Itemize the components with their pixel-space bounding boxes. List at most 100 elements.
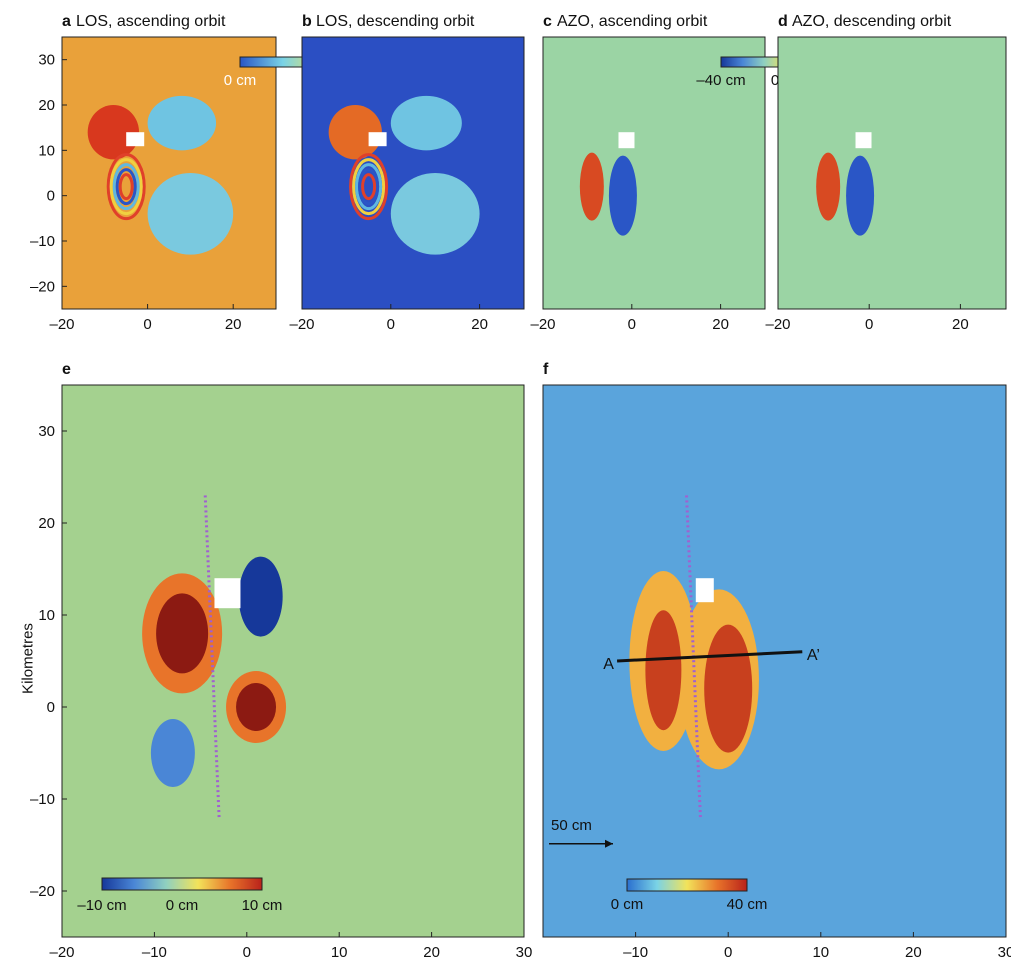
- fringe-a: [106, 153, 146, 221]
- colorbar-label: –10 cm: [77, 897, 126, 914]
- lobe-e: [238, 556, 283, 637]
- panel-label: c: [543, 13, 552, 30]
- x-tick-label: –20: [530, 316, 555, 333]
- x-tick-label: 0: [628, 316, 636, 333]
- plot-area-b: [302, 37, 524, 309]
- fringe-b: [349, 153, 389, 221]
- panel-b: –20 0 20 b LOS, descending orbit: [289, 13, 525, 333]
- panel-title: LOS, ascending orbit: [76, 13, 226, 30]
- panel-d: –20 0 20 d AZO, descending orbit: [765, 13, 1007, 333]
- colorbar-label: 40 cm: [727, 896, 768, 913]
- lobe-f: [704, 624, 753, 753]
- panel-label: e: [62, 361, 71, 378]
- panel-label: f: [543, 361, 549, 378]
- lobe-d: [846, 155, 875, 236]
- panel-label: a: [62, 13, 71, 30]
- lobe-e: [156, 593, 209, 674]
- x-tick-label: –20: [765, 316, 790, 333]
- data-gap-e: [214, 578, 241, 609]
- x-tick-label: 20: [225, 316, 242, 333]
- colorbar-label: 10 cm: [242, 897, 283, 914]
- colorbar-label: 0 cm: [611, 896, 644, 913]
- fringe-b: [352, 158, 386, 216]
- x-tick-label: 20: [471, 316, 488, 333]
- fringe-b: [358, 168, 380, 206]
- field-c: [543, 37, 765, 309]
- x-tick-label: 20: [905, 944, 922, 961]
- y-tick-label: –10: [30, 233, 55, 250]
- y-tick-label: 10: [38, 607, 55, 624]
- x-tick-label: 0: [724, 944, 732, 961]
- x-tick-label: –10: [142, 944, 167, 961]
- colorbar-f: [626, 878, 748, 892]
- lobe-a: [147, 173, 234, 255]
- fringe-a: [109, 158, 143, 216]
- fringe-b: [361, 173, 377, 201]
- axes-frame-d: [777, 36, 1007, 310]
- fringe-b: [355, 163, 383, 211]
- x-tick-label: 30: [998, 944, 1011, 961]
- x-tick-label: 30: [516, 944, 533, 961]
- colorbar-label: 0 cm: [166, 897, 199, 914]
- colorbar-label: 0: [771, 72, 779, 89]
- x-tick-label: –20: [49, 944, 74, 961]
- panel-title: AZO, ascending orbit: [557, 13, 708, 30]
- plot-area-a: [62, 37, 276, 309]
- data-gap-a: [126, 132, 145, 147]
- panel-e: –20 –10 0 10 20 30 30 20 10 0 –10 –20 e –10 cm 0 cm 10 …: [30, 361, 532, 961]
- lobe-b: [328, 105, 382, 160]
- y-tick-label: 20: [38, 515, 55, 532]
- plot-area-c: [543, 37, 765, 309]
- x-tick-label: –20: [49, 316, 74, 333]
- x-tick-label: 0: [387, 316, 395, 333]
- y-axis-label: Kilometres: [19, 623, 37, 694]
- x-tick-label: 20: [952, 316, 969, 333]
- x-tick-label: 10: [331, 944, 348, 961]
- y-tick-label: –10: [30, 791, 55, 808]
- profile-line-f: [617, 650, 803, 663]
- lobe-f: [645, 610, 682, 731]
- x-tick-label: 0: [865, 316, 873, 333]
- colorbar-label: 0 cm: [224, 72, 257, 89]
- field-a: [62, 37, 276, 309]
- x-tick-label: 20: [423, 944, 440, 961]
- panel-f: –10 0 10 20 30 f 0 cm 40 cm A A’ 50 cm: [542, 361, 1011, 961]
- data-gap-b: [368, 132, 387, 147]
- panel-label: d: [778, 13, 788, 30]
- x-tick-label: –10: [623, 944, 648, 961]
- field-e: [62, 385, 524, 937]
- lobe-c: [608, 155, 637, 236]
- x-tick-label: 0: [143, 316, 151, 333]
- fringe-a: [115, 168, 137, 206]
- y-tick-label: 0: [47, 699, 55, 716]
- axes-frame-e: [61, 384, 525, 938]
- panel-title: AZO, descending orbit: [792, 13, 952, 30]
- lobe-e: [236, 683, 277, 731]
- y-tick-label: 30: [38, 423, 55, 440]
- y-tick-label: –20: [30, 278, 55, 295]
- lobe-e: [150, 719, 195, 787]
- panel-label: b: [302, 13, 312, 30]
- x-tick-label: 10: [812, 944, 829, 961]
- colorbar-label: –40 cm: [696, 72, 745, 89]
- axes-frame-f: [542, 384, 1007, 938]
- field-b: [302, 37, 524, 309]
- lobe-b: [390, 95, 462, 151]
- plot-area-e: [62, 385, 524, 937]
- arrow-scale-label: 50 cm: [551, 817, 592, 834]
- lobe-b: [390, 173, 480, 255]
- data-gap-d: [855, 132, 872, 149]
- fringe-a: [118, 173, 134, 201]
- y-tick-label: –20: [30, 883, 55, 900]
- axes-frame-a: [61, 36, 277, 310]
- axes-frame-c: [542, 36, 766, 310]
- x-tick-label: 20: [712, 316, 729, 333]
- profile-label-start: A: [603, 656, 614, 673]
- y-tick-label: 10: [38, 142, 55, 159]
- lobe-d: [816, 152, 841, 221]
- y-tick-label: 20: [38, 97, 55, 114]
- plot-area-d: [778, 37, 1006, 309]
- field-d: [778, 37, 1006, 309]
- fringe-a: [112, 163, 140, 211]
